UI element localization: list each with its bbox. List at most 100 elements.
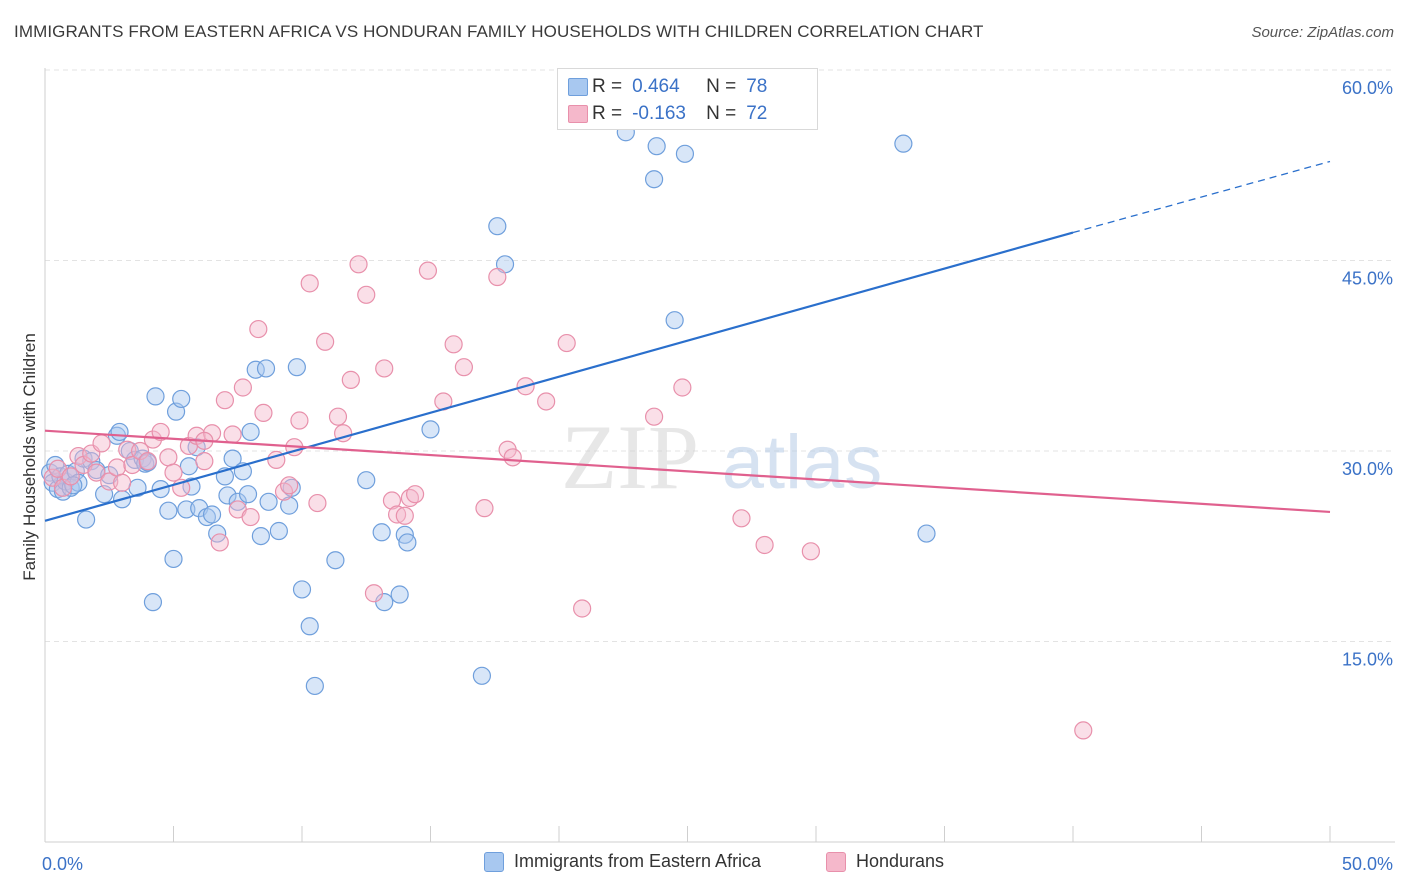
data-point: [349, 255, 368, 274]
data-point: [130, 441, 150, 461]
bottom-legend-label-blue: Immigrants from Eastern Africa: [514, 851, 762, 871]
data-point: [159, 501, 178, 520]
data-point: [143, 430, 163, 449]
data-point: [357, 285, 376, 304]
data-point: [917, 524, 936, 543]
source-note: Source: ZipAtlas.com: [1251, 24, 1394, 41]
data-point: [488, 267, 507, 287]
data-point: [146, 387, 165, 406]
data-point: [503, 448, 522, 467]
data-point: [280, 476, 299, 495]
data-point: [305, 676, 324, 696]
data-point: [326, 551, 345, 570]
data-point: [254, 403, 273, 422]
legend-r-value: -0.163: [632, 103, 686, 124]
legend-r-label: R =: [592, 103, 623, 124]
data-point: [143, 593, 163, 612]
data-point: [557, 333, 576, 353]
data-point: [287, 358, 306, 377]
data-point: [197, 507, 217, 527]
data-point: [675, 144, 695, 163]
data-point: [123, 455, 142, 475]
data-point: [172, 389, 191, 409]
data-point: [210, 533, 229, 552]
data-point: [138, 452, 157, 471]
data-point: [77, 510, 96, 529]
data-point: [151, 422, 170, 442]
data-point: [195, 452, 214, 471]
data-point: [647, 137, 666, 156]
y-tick-label: 60.0%: [1342, 78, 1393, 98]
legend-r-value: 0.464: [632, 76, 680, 97]
data-point: [300, 274, 319, 293]
legend-n-label: N =: [706, 103, 737, 124]
data-point: [1074, 721, 1093, 740]
data-point: [755, 535, 774, 555]
data-point: [732, 509, 751, 528]
data-point: [894, 134, 913, 153]
data-point: [112, 473, 132, 492]
data-point: [269, 521, 288, 541]
series-immigrants-eastern-africa: [41, 123, 936, 696]
y-axis-title: Family Households with Children: [20, 333, 39, 581]
data-point: [256, 359, 276, 378]
data-point: [372, 523, 391, 542]
data-point: [100, 472, 119, 491]
data-point: [228, 492, 247, 511]
data-point: [92, 434, 111, 453]
series-hondurans: [43, 255, 1093, 740]
data-point: [249, 319, 268, 339]
data-point: [107, 458, 127, 477]
watermark-atlas: atlas: [722, 420, 883, 505]
trend-lines: [44, 160, 1331, 522]
data-point: [665, 311, 684, 330]
data-point: [300, 617, 319, 636]
trend-line-pink: [44, 429, 1331, 514]
tick-labels: 15.0% 30.0% 45.0% 60.0% 0.0% 50.0%: [42, 78, 1393, 874]
data-point: [454, 358, 474, 377]
data-point: [328, 407, 348, 426]
legend-swatch-blue: [568, 78, 588, 96]
data-point: [644, 407, 664, 426]
legend-n-value: 72: [746, 103, 768, 124]
data-point: [488, 217, 507, 236]
chart-title: IMMIGRANTS FROM EASTERN AFRICA VS HONDUR…: [14, 22, 984, 41]
watermark-zip: ZIP: [561, 406, 699, 508]
data-point: [251, 526, 270, 546]
data-point: [218, 486, 237, 505]
data-point: [395, 506, 414, 525]
data-point: [673, 378, 692, 397]
data-point: [573, 599, 592, 618]
data-point: [375, 359, 394, 378]
data-point: [418, 261, 438, 280]
axes: [44, 68, 1395, 843]
legend-n-label: N =: [706, 76, 737, 97]
y-tick-label: 15.0%: [1342, 650, 1393, 670]
trend-line-blue-extension: [1072, 160, 1331, 234]
data-point: [475, 499, 494, 518]
data-point: [472, 666, 491, 685]
data-point: [87, 463, 106, 482]
watermark: ZIP atlas: [561, 406, 882, 508]
y-tick-label: 30.0%: [1342, 459, 1393, 479]
data-point: [223, 425, 242, 444]
data-point: [801, 542, 820, 561]
trend-line-blue: [44, 231, 1074, 522]
data-point: [444, 335, 463, 354]
bottom-legend-blue: Immigrants from Eastern Africa: [484, 851, 761, 872]
data-point: [405, 485, 425, 504]
data-point: [159, 448, 178, 467]
bottom-legend-swatch-pink: [826, 851, 846, 872]
legend-row-pink: R = -0.163 N = 72: [568, 102, 768, 126]
data-point: [177, 500, 196, 519]
data-point: [202, 505, 222, 524]
data-point: [398, 533, 417, 552]
data-point: [644, 170, 664, 189]
data-point: [292, 580, 312, 599]
data-point: [110, 422, 129, 442]
legend-row-blue: R = 0.464 N = 78: [568, 75, 767, 99]
data-point: [164, 549, 183, 569]
data-point: [233, 378, 252, 397]
data-point: [290, 411, 309, 430]
